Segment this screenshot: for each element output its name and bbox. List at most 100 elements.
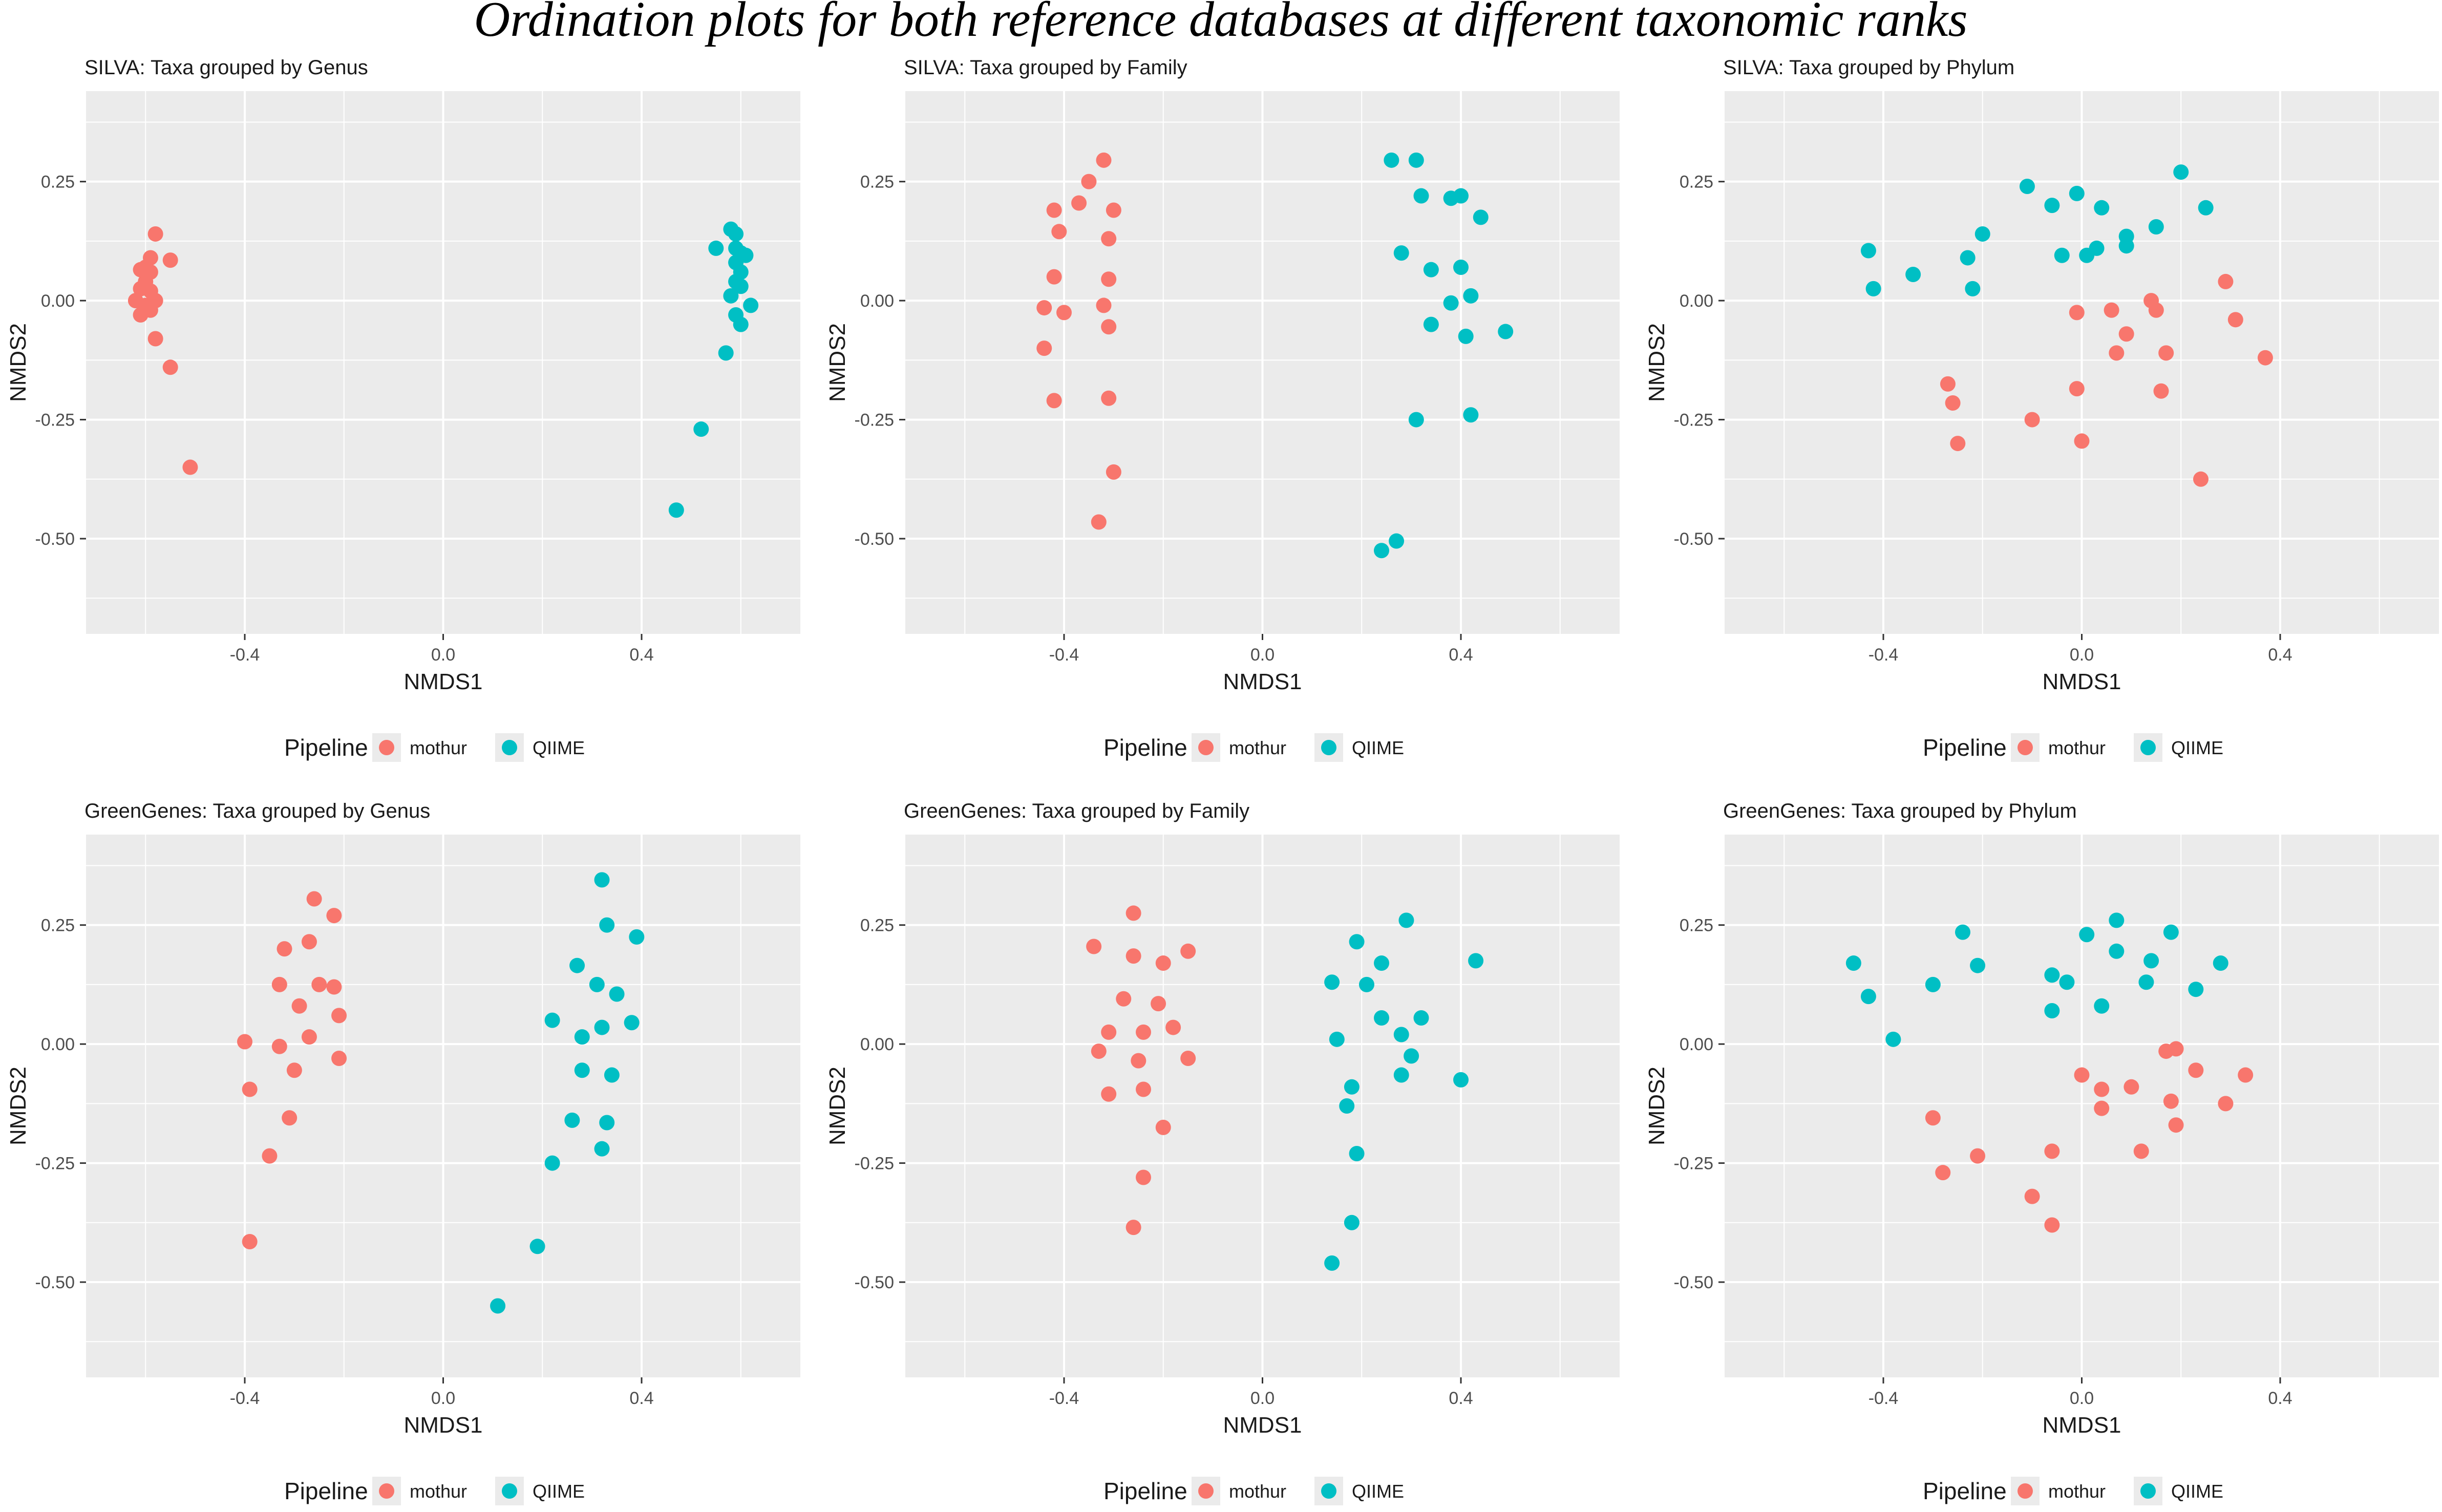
data-point-qiime [668,502,684,518]
data-point-qiime [1393,245,1409,261]
x-tick-label: -0.4 [1049,1389,1079,1408]
x-axis-label: NMDS1 [404,1413,482,1438]
data-point-mothur [1106,464,1121,480]
data-point-qiime [544,1012,560,1028]
legend-label-qiime: QIIME [533,1481,585,1502]
y-tick-label: 0.00 [1680,1035,1713,1054]
data-point-mothur [1945,395,1961,411]
x-tick-label: 0.0 [431,645,455,665]
data-point-qiime [1384,152,1399,168]
panel-title: GreenGenes: Taxa grouped by Family [904,800,1249,822]
y-tick-label: 0.25 [41,173,75,192]
data-point-mothur [2163,1093,2179,1109]
data-point-qiime [569,957,585,973]
data-point-mothur [1106,202,1121,218]
data-point-mothur [1056,305,1072,321]
legend-title: Pipeline [1103,1478,1187,1504]
data-point-mothur [1096,152,1112,168]
data-point-mothur [1101,231,1117,247]
data-point-mothur [1136,1169,1151,1185]
series-mothur [1925,1041,2254,1233]
y-tick-label: 0.00 [860,291,894,311]
data-point-qiime [609,986,625,1002]
data-point-mothur [2024,1188,2040,1204]
data-point-qiime [1498,324,1514,339]
data-point-mothur [271,1038,287,1054]
data-point-mothur [1071,195,1087,211]
data-point-qiime [1453,188,1469,204]
gridlines [86,91,800,634]
data-point-qiime [2109,943,2125,959]
data-point-qiime [1970,957,1986,973]
data-point-mothur [331,1008,347,1024]
data-point-mothur [1155,955,1171,971]
data-point-mothur [1126,905,1141,921]
panels-container: SILVA: Taxa grouped by Genus -0.4 0.0 0.4 0.… [6,56,2439,1505]
series-mothur [1940,273,2273,487]
y-tick-label: -0.50 [35,1273,75,1292]
x-axis-label: NMDS1 [2042,1413,2121,1438]
data-point-qiime [2143,953,2159,969]
gridlines [905,835,1620,1377]
legend-label-qiime: QIIME [2171,1481,2223,1502]
data-point-mothur [237,1034,252,1050]
data-point-mothur [2227,312,2243,328]
data-point-mothur [147,226,163,242]
legend: Pipeline mothur QIIME [1923,1477,2223,1505]
data-point-mothur [2104,302,2119,318]
data-point-qiime [1860,989,1876,1005]
data-point-qiime [2079,927,2095,943]
data-point-mothur [2148,302,2164,318]
data-point-qiime [2094,998,2110,1014]
data-point-mothur [1151,996,1166,1012]
x-tick-label: 0.4 [629,1389,653,1408]
data-point-mothur [326,908,342,924]
data-point-qiime [723,288,739,304]
data-point-qiime [490,1298,506,1314]
data-point-mothur [1935,1165,1951,1181]
data-point-qiime [544,1155,560,1171]
data-point-mothur [2044,1217,2060,1233]
data-point-qiime [599,917,615,933]
data-point-qiime [1458,328,1474,344]
data-point-mothur [242,1234,258,1249]
data-point-qiime [1463,288,1479,304]
data-point-qiime [2163,924,2179,940]
legend-label-mothur: mothur [1229,737,1286,758]
legend-label-qiime: QIIME [1352,1481,1404,1502]
legend-key-mothur [379,1483,394,1499]
legend-title: Pipeline [1103,734,1187,761]
scatter-panel-3: SILVA: Taxa grouped by Phylum -0.4 0.0 0.4 0… [1644,56,2439,762]
x-tick-label: 0.0 [2070,645,2094,665]
legend: Pipeline mothur QIIME [1103,733,1404,762]
series-qiime [1374,152,1514,559]
data-point-qiime [2044,967,2060,983]
legend-key-mothur [379,740,394,755]
data-point-mothur [1101,390,1117,406]
data-point-qiime [1349,934,1365,950]
data-point-mothur [1096,297,1112,313]
legend-key-qiime [2140,740,2156,755]
data-point-mothur [2218,273,2234,289]
data-point-mothur [1126,948,1141,964]
data-point-mothur [1131,1053,1146,1069]
data-point-mothur [1940,376,1956,392]
data-point-mothur [1091,514,1107,530]
legend-key-mothur [2018,1483,2033,1499]
data-point-mothur [2094,1100,2110,1116]
legend-key-qiime [2140,1483,2156,1499]
data-point-mothur [2188,1062,2204,1078]
data-point-qiime [1453,260,1469,275]
data-point-mothur [242,1081,258,1097]
gridlines [1725,91,2439,634]
data-point-mothur [1046,202,1062,218]
data-point-qiime [743,297,759,313]
x-tick-label: 0.4 [1449,1389,1473,1408]
x-tick-label: -0.4 [1868,1389,1899,1408]
data-point-qiime [1393,1067,1409,1083]
data-point-qiime [1955,924,1970,940]
data-point-qiime [1865,281,1881,296]
data-point-mothur [2133,1143,2149,1159]
data-point-qiime [529,1239,545,1254]
data-point-mothur [2218,1096,2234,1112]
